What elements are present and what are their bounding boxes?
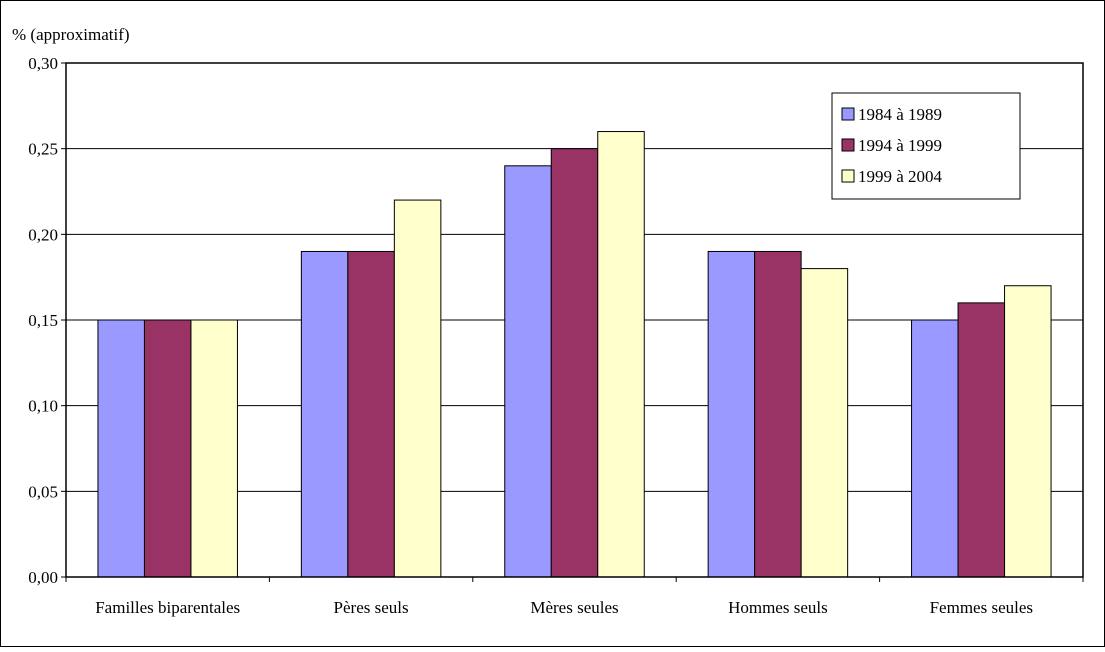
bar <box>300 250 349 578</box>
legend-label: 1999 à 2004 <box>858 167 943 186</box>
y-tick-label: 0,05 <box>28 482 58 501</box>
y-axis-ticks: 0,00 0,05 0,10 0,15 0,20 0,25 0,30 <box>28 54 66 587</box>
bar <box>800 268 849 578</box>
bar <box>347 250 395 578</box>
bar <box>911 319 959 578</box>
x-tick-label: Familles biparentales <box>95 598 240 617</box>
y-tick-label: 0,10 <box>28 397 58 416</box>
y-tick-label: 0,15 <box>28 311 58 330</box>
legend-label: 1984 à 1989 <box>858 105 942 124</box>
bar <box>957 302 1006 578</box>
x-tick-label: Mères seules <box>530 598 618 617</box>
bar <box>550 148 599 578</box>
bar <box>1004 285 1052 578</box>
y-tick-label: 0,25 <box>28 140 58 159</box>
bars <box>97 131 1052 578</box>
x-tick-label: Hommes seuls <box>728 598 828 617</box>
legend-swatch <box>841 107 855 121</box>
legend: 1984 à 1989 1994 à 1999 1999 à 2004 <box>831 92 1021 200</box>
bar <box>97 319 145 578</box>
x-tick-label: Pères seuls <box>334 598 409 617</box>
bar <box>190 319 238 578</box>
x-axis-ticks: Familles biparentales Pères seuls Mères se… <box>65 577 1084 617</box>
legend-swatch <box>841 169 855 183</box>
legend-box <box>831 92 1021 200</box>
bar <box>143 319 192 578</box>
y-axis-label: % (approximatif) <box>12 25 130 44</box>
y-tick-label: 0,20 <box>28 225 58 244</box>
bar <box>707 250 756 578</box>
x-tick-label: Femmes seules <box>930 598 1033 617</box>
bar <box>754 250 802 578</box>
bar <box>393 199 442 578</box>
y-tick-label: 0,00 <box>28 568 58 587</box>
legend-label: 1994 à 1999 <box>858 136 942 155</box>
bar <box>597 131 645 578</box>
bar <box>504 165 552 578</box>
y-tick-label: 0,30 <box>28 54 58 73</box>
legend-swatch <box>841 138 855 152</box>
